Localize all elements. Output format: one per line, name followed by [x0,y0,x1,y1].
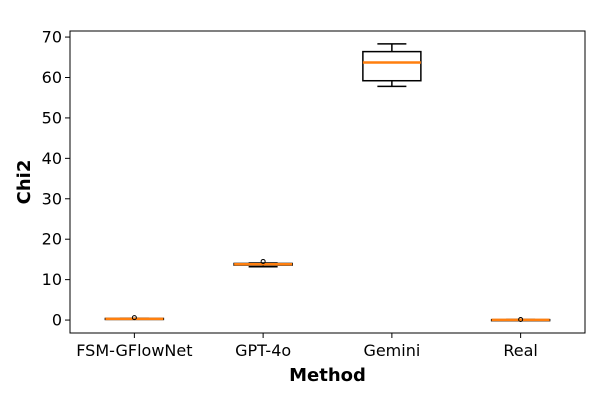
x-tick-label: FSM-GFlowNet [76,341,192,360]
y-axis: 0 10 20 30 40 50 60 70 [42,28,70,330]
box-fsm-gflownet [104,315,165,321]
x-tick-label: Real [503,341,538,360]
box-gpt-4o [233,258,293,268]
y-tick-label: 10 [42,270,62,289]
x-axis: FSM-GFlowNet GPT-4o Gemini Real [76,333,538,360]
y-tick-label: 70 [42,28,62,47]
outlier-point [518,316,524,322]
y-tick-label: 30 [42,189,62,208]
box-real [490,316,551,322]
boxes [104,43,551,322]
iqr-box [362,50,422,82]
box-gemini [362,43,422,88]
y-tick-label: 20 [42,230,62,249]
y-tick-label: 40 [42,149,62,168]
y-axis-title: Chi2 [14,160,35,205]
x-tick-label: Gemini [363,341,420,360]
y-tick-label: 60 [42,68,62,87]
outlier-point [260,258,266,264]
y-tick-label: 0 [52,311,62,330]
plot-area [69,30,586,334]
y-tick-label: 50 [42,108,62,127]
x-tick-label: GPT-4o [235,341,291,360]
outlier-point [131,315,137,321]
x-axis-title: Method [289,365,366,386]
